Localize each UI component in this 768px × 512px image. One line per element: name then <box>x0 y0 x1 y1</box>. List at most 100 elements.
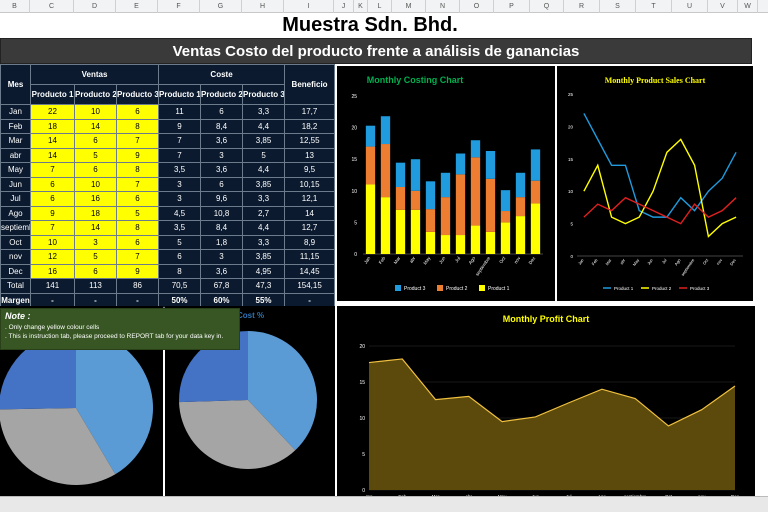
ventas-cell[interactable]: 6 <box>74 133 117 149</box>
margen-cell[interactable]: 60% <box>200 292 244 308</box>
subheader-coste-p3[interactable]: Producto 3 <box>242 84 286 105</box>
monthly-costing-chart-panel[interactable]: Monthly Costing Chart 0 5 10 15 20 25 Jan Feb Mar… <box>337 66 555 301</box>
column-header-e[interactable]: E <box>116 0 158 13</box>
beneficio-cell[interactable]: 17,7 <box>284 104 336 120</box>
column-header-s[interactable]: S <box>600 0 636 13</box>
month-cell[interactable]: Jul <box>0 191 31 207</box>
month-cell[interactable]: septiembre <box>0 220 31 236</box>
margen-cell[interactable]: 50% <box>158 292 202 308</box>
header-coste[interactable]: Coste <box>158 64 286 85</box>
column-header-f[interactable]: F <box>158 0 200 13</box>
column-header-k[interactable]: K <box>354 0 368 13</box>
beneficio-cell[interactable]: 12,7 <box>284 220 336 236</box>
beneficio-cell[interactable]: 8,9 <box>284 234 336 250</box>
coste-cell[interactable]: 2,7 <box>242 205 286 221</box>
column-header-m[interactable]: M <box>392 0 426 13</box>
ventas-cell[interactable]: 6 <box>74 263 117 279</box>
ventas-cell[interactable]: 6 <box>115 234 160 250</box>
coste-cell[interactable]: 3 <box>200 147 244 163</box>
coste-cell[interactable]: 3,85 <box>242 249 286 265</box>
ventas-cell[interactable]: 6 <box>30 176 75 192</box>
total-cell[interactable]: 141 <box>30 278 75 294</box>
ventas-cell[interactable]: 18 <box>74 205 117 221</box>
total-cell[interactable]: 47,3 <box>242 278 286 294</box>
beneficio-cell[interactable]: 14,45 <box>284 263 336 279</box>
coste-cell[interactable]: 3,5 <box>158 220 202 236</box>
coste-cell[interactable]: 6 <box>158 249 202 265</box>
coste-cell[interactable]: 5 <box>158 234 202 250</box>
coste-cell[interactable]: 3,6 <box>200 162 244 178</box>
ventas-cell[interactable]: 14 <box>30 147 75 163</box>
month-cell[interactable]: Dec <box>0 263 31 279</box>
coste-cell[interactable]: 4,5 <box>158 205 202 221</box>
column-header-p[interactable]: P <box>494 0 530 13</box>
coste-cell[interactable]: 9,6 <box>200 191 244 207</box>
month-cell[interactable]: May <box>0 162 31 178</box>
coste-cell[interactable]: 9 <box>158 118 202 134</box>
ventas-cell[interactable]: 16 <box>30 263 75 279</box>
month-cell[interactable]: Oct <box>0 234 31 250</box>
ventas-cell[interactable]: 7 <box>115 176 160 192</box>
coste-cell[interactable]: 4,95 <box>242 263 286 279</box>
coste-cell[interactable]: 3,5 <box>158 162 202 178</box>
month-cell[interactable]: Ago <box>0 205 31 221</box>
column-header-d[interactable]: D <box>74 0 116 13</box>
ventas-cell[interactable]: 8 <box>115 220 160 236</box>
coste-cell[interactable]: 6 <box>200 104 244 120</box>
ventas-cell[interactable]: 6 <box>115 104 160 120</box>
column-header-v[interactable]: V <box>708 0 738 13</box>
beneficio-cell[interactable]: 12,1 <box>284 191 336 207</box>
ventas-cell[interactable]: 7 <box>115 249 160 265</box>
month-cell[interactable]: Jun <box>0 176 31 192</box>
total-cell[interactable]: 113 <box>74 278 117 294</box>
coste-cell[interactable]: 8,4 <box>200 118 244 134</box>
coste-cell[interactable]: 3,85 <box>242 176 286 192</box>
ventas-cell[interactable]: 8 <box>115 118 160 134</box>
ventas-cell[interactable]: 9 <box>115 147 160 163</box>
ventas-cell[interactable]: 14 <box>74 220 117 236</box>
column-header-j[interactable]: J <box>334 0 354 13</box>
monthly-sales-chart-panel[interactable]: Monthly Product Sales Chart 0 5 10 15 20 25 Jan… <box>557 66 753 301</box>
ventas-cell[interactable]: 16 <box>74 191 117 207</box>
ventas-cell[interactable]: 5 <box>74 147 117 163</box>
column-header-w[interactable]: W <box>738 0 758 13</box>
beneficio-cell[interactable]: 13 <box>284 147 336 163</box>
coste-cell[interactable]: 3 <box>158 191 202 207</box>
coste-cell[interactable]: 4,4 <box>242 162 286 178</box>
month-cell[interactable]: abr <box>0 147 31 163</box>
subheader-ventas-p3[interactable]: Producto 3 <box>115 84 160 105</box>
column-header-c[interactable]: C <box>30 0 74 13</box>
coste-cell[interactable]: 3 <box>200 249 244 265</box>
column-header-l[interactable]: L <box>368 0 392 13</box>
ventas-cell[interactable]: 12 <box>30 249 75 265</box>
ventas-cell[interactable]: 6 <box>74 162 117 178</box>
beneficio-cell[interactable]: 11,15 <box>284 249 336 265</box>
total-cell[interactable]: 86 <box>115 278 160 294</box>
coste-cell[interactable]: 3,3 <box>242 104 286 120</box>
column-header-o[interactable]: O <box>460 0 494 13</box>
subheader-ventas-p2[interactable]: Producto 2 <box>74 84 117 105</box>
total-cell[interactable]: 67,8 <box>200 278 244 294</box>
ventas-cell[interactable]: 18 <box>30 118 75 134</box>
subheader-coste-p1[interactable]: Producto 1 <box>158 84 202 105</box>
coste-cell[interactable]: 4,4 <box>242 118 286 134</box>
coste-cell[interactable]: 3,6 <box>200 133 244 149</box>
subheader-ventas-p1[interactable]: Producto 1 <box>30 84 75 105</box>
coste-cell[interactable]: 1,8 <box>200 234 244 250</box>
coste-cell[interactable]: 3,3 <box>242 191 286 207</box>
column-header-h[interactable]: H <box>242 0 284 13</box>
ventas-cell[interactable]: 5 <box>74 249 117 265</box>
margen-cell[interactable]: - <box>284 292 336 308</box>
ventas-cell[interactable]: 7 <box>30 162 75 178</box>
total-cell[interactable]: 154,15 <box>284 278 336 294</box>
column-header-g[interactable]: G <box>200 0 242 13</box>
coste-cell[interactable]: 8,4 <box>200 220 244 236</box>
ventas-cell[interactable]: 10 <box>74 104 117 120</box>
ventas-cell[interactable]: 5 <box>115 205 160 221</box>
ventas-cell[interactable]: 3 <box>74 234 117 250</box>
ventas-cell[interactable]: 14 <box>74 118 117 134</box>
month-cell[interactable]: Jan <box>0 104 31 120</box>
monthly-profit-chart-panel[interactable]: Monthly Profit Chart05101520JanFebMarabr… <box>337 306 755 499</box>
ventas-cell[interactable]: 9 <box>115 263 160 279</box>
coste-cell[interactable]: 3,85 <box>242 133 286 149</box>
